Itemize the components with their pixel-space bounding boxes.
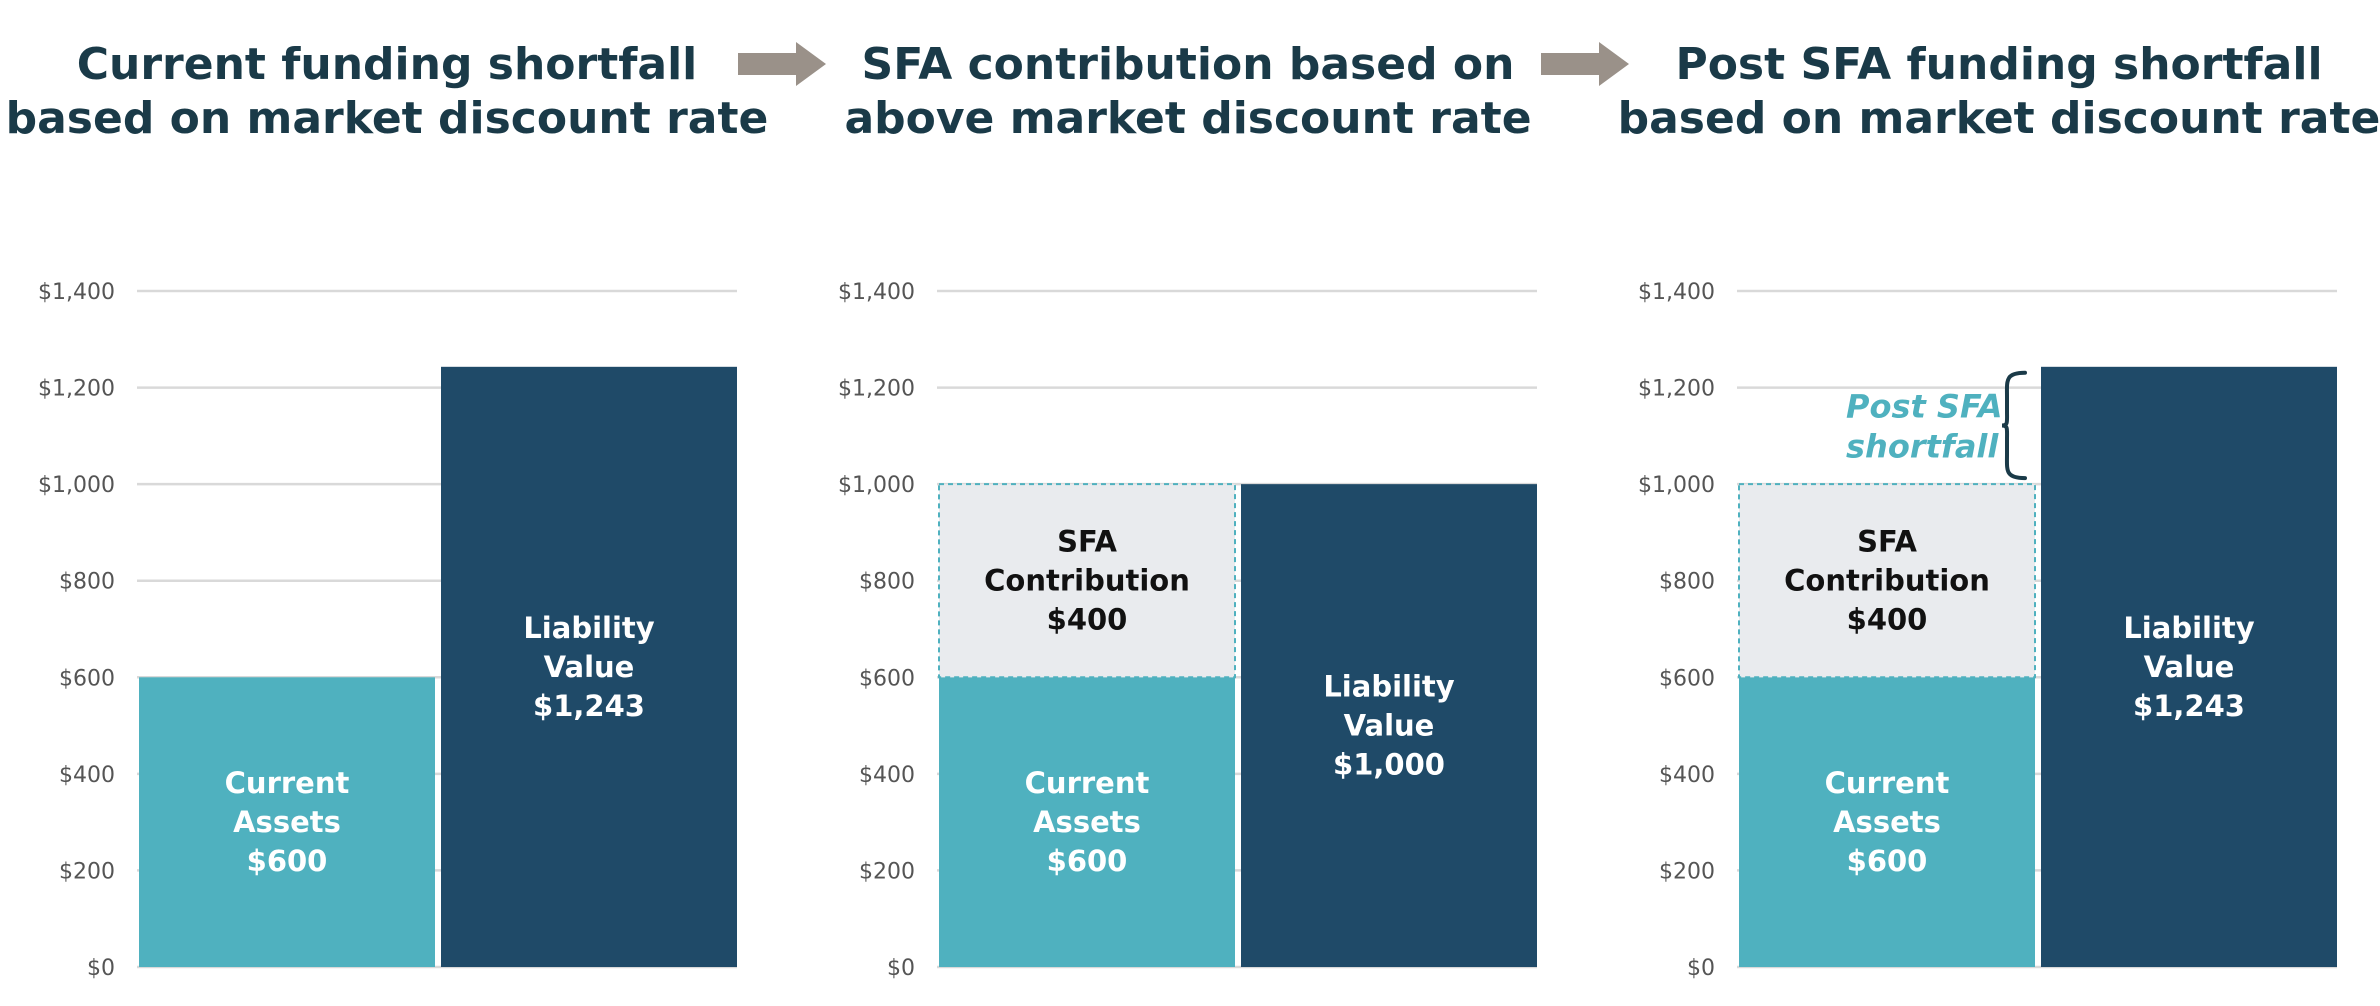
y-tick-label: $200 [1659, 859, 1715, 884]
y-tick-label: $1,000 [838, 473, 915, 498]
chart-sfa-contribution: $0 $200 $400 $600 $800 $1,000 $1,200 $1,400 Curr… [838, 280, 1537, 981]
bar-data-label: Current [1025, 766, 1150, 800]
panel-title-sfa: SFA contribution based on above market d… [798, 38, 1578, 146]
y-tick-label: $400 [1659, 763, 1715, 788]
bar-data-label: $600 [1047, 844, 1128, 878]
panel-title-post-sfa: Post SFA funding shortfall based on mark… [1609, 38, 2380, 146]
y-tick-label: $1,200 [38, 377, 115, 402]
panel-title-line: based on market discount rate [1617, 93, 2380, 144]
bar-data-label: SFA [1857, 525, 1917, 559]
right-arrow-icon [1541, 42, 1629, 86]
y-tick-label: $1,000 [38, 473, 115, 498]
panel-title-line: SFA contribution based on [861, 39, 1515, 90]
annotation-label: Post SFA [1846, 387, 2002, 425]
bar-data-label: Value [2144, 650, 2235, 684]
liability-bar [2041, 366, 2337, 967]
bar-data-label: Assets [1033, 805, 1141, 839]
chart-current-funding: $0 $200 $400 $600 $800 $1,000 $1,200 $1,400 Curr… [38, 280, 737, 981]
bar-data-label: Liability [1323, 670, 1454, 704]
bar-data-label: $400 [1047, 603, 1128, 637]
bar-data-label: Current [1825, 766, 1950, 800]
bar-data-label: Assets [1833, 805, 1941, 839]
assets-bar [139, 677, 435, 967]
assets-bar [939, 677, 1235, 967]
chart-post-sfa-funding: $0 $200 $400 $600 $800 $1,000 $1,200 $1,400 Curr… [1638, 280, 2337, 981]
y-tick-label: $1,400 [838, 280, 915, 305]
liability-bar [1241, 484, 1537, 967]
y-tick-label: $0 [87, 956, 115, 981]
panel-title-line: above market discount rate [844, 93, 1532, 144]
y-tick-label: $600 [859, 666, 915, 691]
bar-data-label: Value [544, 650, 635, 684]
brace-icon [2001, 370, 2027, 481]
panel-title-current: Current funding shortfall based on marke… [0, 38, 777, 146]
panel-title-line: Current funding shortfall [76, 39, 698, 90]
bar-data-label: $1,243 [533, 689, 645, 723]
bar-data-label: $1,243 [2133, 689, 2245, 723]
y-tick-label: $600 [1659, 666, 1715, 691]
y-tick-label: $0 [1687, 956, 1715, 981]
right-arrow-icon [738, 42, 826, 86]
bar-data-label: $600 [1847, 844, 1928, 878]
y-tick-label: $800 [59, 570, 115, 595]
y-tick-label: $800 [859, 570, 915, 595]
annotation-label: shortfall [1846, 427, 1999, 465]
y-tick-label: $600 [59, 666, 115, 691]
sfa-bar [1738, 483, 2036, 679]
bar-data-label: Liability [2123, 611, 2254, 645]
sfa-bar [938, 483, 1236, 679]
y-tick-label: $1,400 [1638, 280, 1715, 305]
y-tick-label: $1,200 [838, 377, 915, 402]
assets-bar [1739, 677, 2035, 967]
y-tick-label: $1,200 [1638, 377, 1715, 402]
bar-data-label: Contribution [1784, 564, 1990, 598]
y-tick-label: $1,000 [1638, 473, 1715, 498]
y-tick-label: $400 [859, 763, 915, 788]
bar-data-label: $400 [1847, 603, 1928, 637]
y-tick-label: $400 [59, 763, 115, 788]
y-tick-label: $1,400 [38, 280, 115, 305]
bar-data-label: Assets [233, 805, 341, 839]
bar-data-label: $1,000 [1333, 748, 1445, 782]
bar-data-label: Value [1344, 709, 1435, 743]
bar-data-label: $600 [247, 844, 328, 878]
y-tick-label: $200 [859, 859, 915, 884]
y-tick-label: $200 [59, 859, 115, 884]
panel-title-line: Post SFA funding shortfall [1675, 39, 2323, 90]
bar-data-label: Current [225, 766, 350, 800]
panel-title-line: based on market discount rate [5, 93, 769, 144]
bar-data-label: Liability [523, 611, 654, 645]
y-tick-label: $800 [1659, 570, 1715, 595]
liability-bar [441, 366, 737, 967]
bar-data-label: SFA [1057, 525, 1117, 559]
bar-data-label: Contribution [984, 564, 1190, 598]
y-tick-label: $0 [887, 956, 915, 981]
